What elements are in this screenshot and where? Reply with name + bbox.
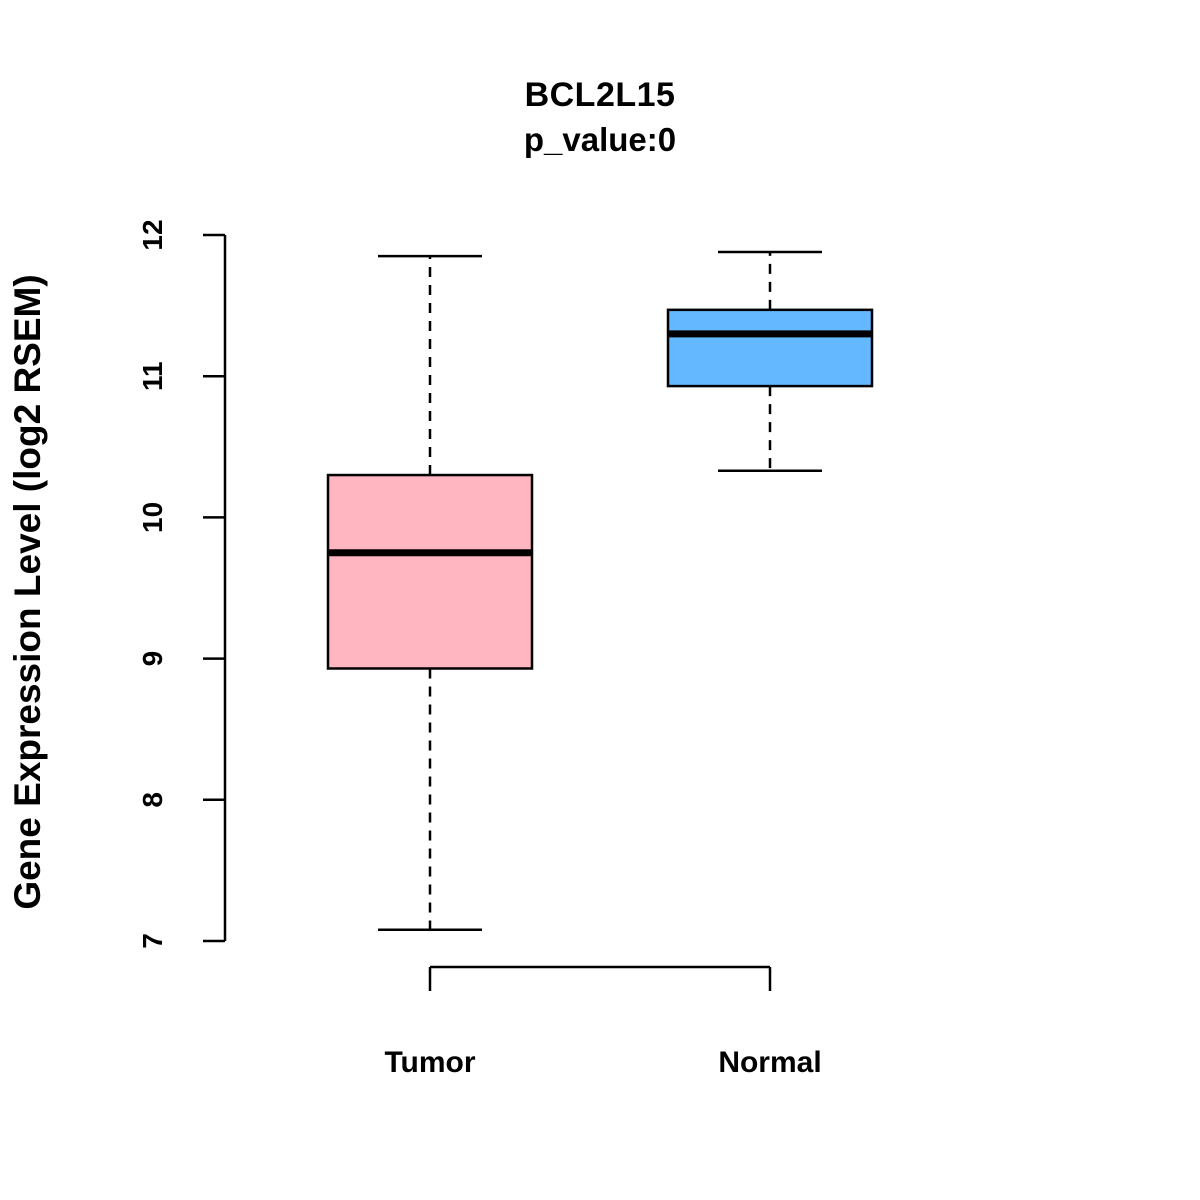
box-normal xyxy=(666,308,874,388)
chart-subtitle: p_value:0 xyxy=(523,121,677,158)
chart-title: BCL2L15 xyxy=(524,76,676,114)
y-tick-label: 10 xyxy=(137,502,168,533)
y-axis-title: Gene Expression Level (log2 RSEM) xyxy=(7,274,48,909)
box-tumor xyxy=(326,473,534,670)
y-tick-label: 7 xyxy=(137,933,168,949)
x-category-label: Tumor xyxy=(384,1046,475,1079)
x-category-label: Normal xyxy=(718,1046,821,1079)
y-tick-label: 12 xyxy=(137,219,168,250)
y-tick-label: 8 xyxy=(137,792,168,808)
y-tick-label: 11 xyxy=(137,361,168,391)
y-tick-label: 9 xyxy=(137,651,168,667)
